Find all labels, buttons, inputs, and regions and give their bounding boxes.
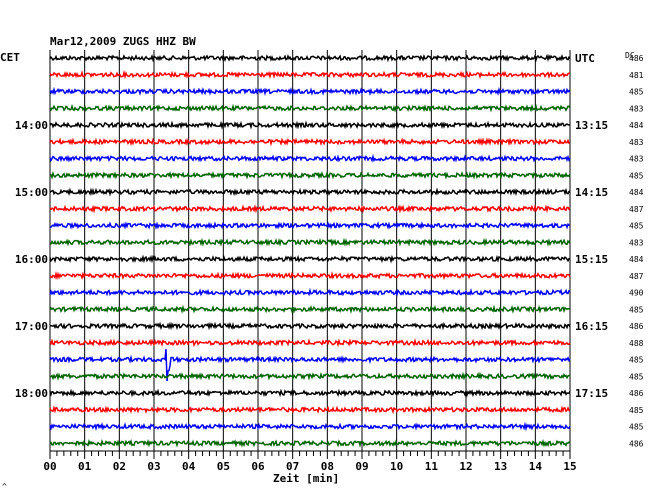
x-tick-label: 13 [494, 460, 507, 473]
right-hour-label: 14:15 [575, 186, 608, 199]
x-tick-label: 14 [529, 460, 543, 473]
x-tick-label: 08 [321, 460, 334, 473]
trace-22 [49, 421, 571, 432]
dc-value: 483 [629, 138, 644, 147]
x-tick-label: 09 [355, 460, 368, 473]
dc-value: 487 [629, 205, 644, 214]
right-hour-label: 17:15 [575, 387, 608, 400]
dc-value: 490 [629, 289, 644, 298]
dc-value: 484 [629, 255, 644, 264]
left-hour-label: 14:00 [15, 119, 48, 132]
trace-13 [49, 271, 571, 281]
trace-19 [49, 371, 571, 381]
dc-header: DC [625, 51, 635, 60]
trace-10 [50, 221, 571, 231]
right-hour-labels: UTC 13:15 14:15 15:15 16:15 17:15 [575, 52, 608, 400]
x-tick-label: 03 [147, 460, 160, 473]
dc-value: 485 [629, 356, 644, 365]
dc-value: 486 [629, 439, 644, 448]
dc-values: 486 481 485 483 484 483 483 485 484 487 485 483 484 4… [629, 54, 644, 448]
trace-2 [49, 86, 571, 97]
trace-15 [49, 304, 571, 314]
x-tick-label: 05 [217, 460, 230, 473]
left-hour-label: 16:00 [15, 253, 48, 266]
x-tick-label: 11 [425, 460, 439, 473]
trace-1 [49, 69, 571, 80]
trace-21 [49, 405, 570, 415]
trace-12 [49, 254, 571, 264]
x-tick-label: 15 [563, 460, 576, 473]
minute-grid [49, 50, 571, 451]
left-hour-label: 15:00 [15, 186, 48, 199]
seismic-traces [49, 53, 571, 448]
dc-value: 485 [629, 305, 644, 314]
dc-value: 484 [629, 121, 644, 130]
right-hour-label: 13:15 [575, 119, 608, 132]
dc-value: 486 [629, 389, 644, 398]
trace-17 [49, 338, 571, 348]
dc-value: 483 [629, 155, 644, 164]
trace-14 [49, 287, 571, 297]
trace-23 [49, 438, 571, 448]
trace-0 [49, 53, 571, 63]
dc-value: 485 [629, 222, 644, 231]
dc-value: 485 [629, 171, 644, 180]
chart-title: Mar12,2009 ZUGS HHZ BW [50, 35, 196, 48]
x-tick-label: 00 [43, 460, 56, 473]
left-hour-label: 18:00 [15, 387, 48, 400]
trace-9 [49, 203, 571, 214]
time-axis: 00 01 02 03 04 05 06 07 08 09 10 11 12 13 14 15 [43, 450, 577, 473]
dc-value: 483 [629, 104, 644, 113]
right-hour-label: 15:15 [575, 253, 608, 266]
dc-value: 486 [629, 322, 644, 331]
x-tick-label: 02 [113, 460, 126, 473]
dc-value: 484 [629, 188, 644, 197]
dc-value: 483 [629, 238, 644, 247]
x-tick-label: 10 [390, 460, 403, 473]
dc-value: 485 [629, 372, 644, 381]
trace-11 [49, 237, 571, 247]
trace-7 [49, 170, 571, 180]
dc-value: 485 [629, 406, 644, 415]
trace-4 [49, 120, 571, 130]
x-tick-label: 07 [286, 460, 299, 473]
trace-3 [49, 103, 571, 113]
x-axis-label: Zeit [min] [273, 472, 339, 485]
dc-value: 487 [629, 272, 644, 281]
right-hour-label: 16:15 [575, 320, 608, 333]
left-hour-labels: 14:00 15:00 16:00 17:00 18:00 [15, 119, 48, 400]
trace-5 [49, 137, 571, 147]
trace-16 [49, 321, 571, 331]
right-hour-label: UTC [575, 52, 595, 65]
dc-value: 481 [629, 71, 644, 80]
dc-value: 488 [629, 339, 644, 348]
trace-6 [49, 153, 571, 163]
dc-value: 485 [629, 88, 644, 97]
x-tick-label: 04 [182, 460, 196, 473]
x-tick-label: 12 [459, 460, 472, 473]
footer-mark: ^ [2, 482, 7, 491]
x-tick-label: 06 [251, 460, 265, 473]
trace-8 [49, 187, 571, 197]
trace-20 [49, 388, 571, 398]
dc-value: 485 [629, 423, 644, 432]
left-timezone-label: CET [0, 51, 20, 64]
dc-value: 486 [629, 54, 644, 63]
left-hour-label: 17:00 [15, 320, 48, 333]
x-tick-label: 01 [78, 460, 92, 473]
trace-18 [49, 349, 571, 382]
